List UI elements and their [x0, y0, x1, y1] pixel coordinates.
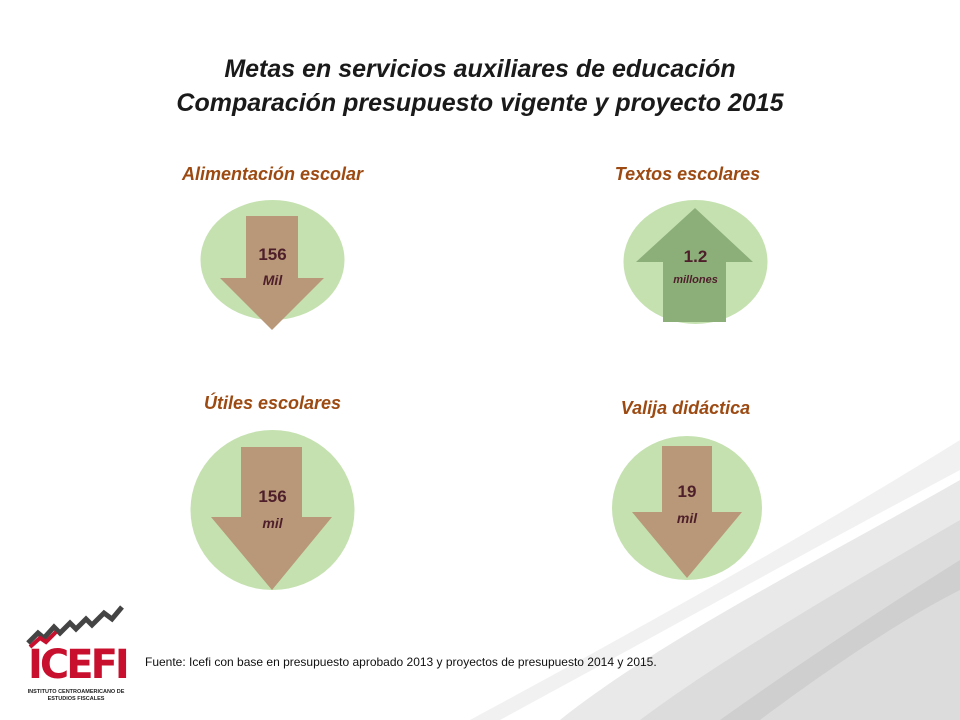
source-note: Fuente: Icefi con base en presupuesto ap…	[145, 655, 657, 669]
label-utiles: Útiles escolares	[203, 393, 342, 413]
arrow-up-icon	[636, 208, 753, 322]
logo-wordmark: ICEFI	[28, 642, 130, 688]
indicator-unit: millones	[673, 274, 718, 286]
label-valija: Valija didáctica	[620, 398, 751, 418]
indicator-value: 1.2	[683, 247, 708, 266]
indicator-value: 156	[258, 487, 287, 506]
label-textos: Textos escolares	[614, 164, 761, 184]
page-title: Metas en servicios auxiliares de educaci…	[224, 55, 736, 83]
page-subtitle: Comparación presupuesto vigente y proyec…	[176, 89, 784, 117]
indicator-value: 19	[677, 482, 697, 501]
arrow-down-icon	[220, 216, 324, 330]
indicator-alimentacion: 156 Mil	[200, 200, 345, 330]
indicator-valija: 19 mil	[612, 432, 762, 580]
indicator-value: 156	[258, 245, 287, 264]
indicator-utiles: 156 mil	[190, 425, 355, 590]
logo-subtitle: INSTITUTO CENTROAMERICANO DE ESTUDIOS FI…	[27, 689, 125, 702]
arrow-down-icon	[632, 446, 742, 578]
indicator-textos: 1.2 millones	[623, 200, 768, 325]
icefi-logo: ICEFI INSTITUTO CENTROAMERICANO DE ESTUD…	[22, 605, 142, 713]
indicator-unit: mil	[676, 510, 698, 526]
arrow-down-icon	[211, 447, 332, 590]
indicator-unit: mil	[262, 515, 283, 531]
indicator-unit: Mil	[262, 272, 283, 288]
label-alimentacion: Alimentación escolar	[181, 164, 364, 184]
logo-graph-icon	[26, 605, 124, 649]
